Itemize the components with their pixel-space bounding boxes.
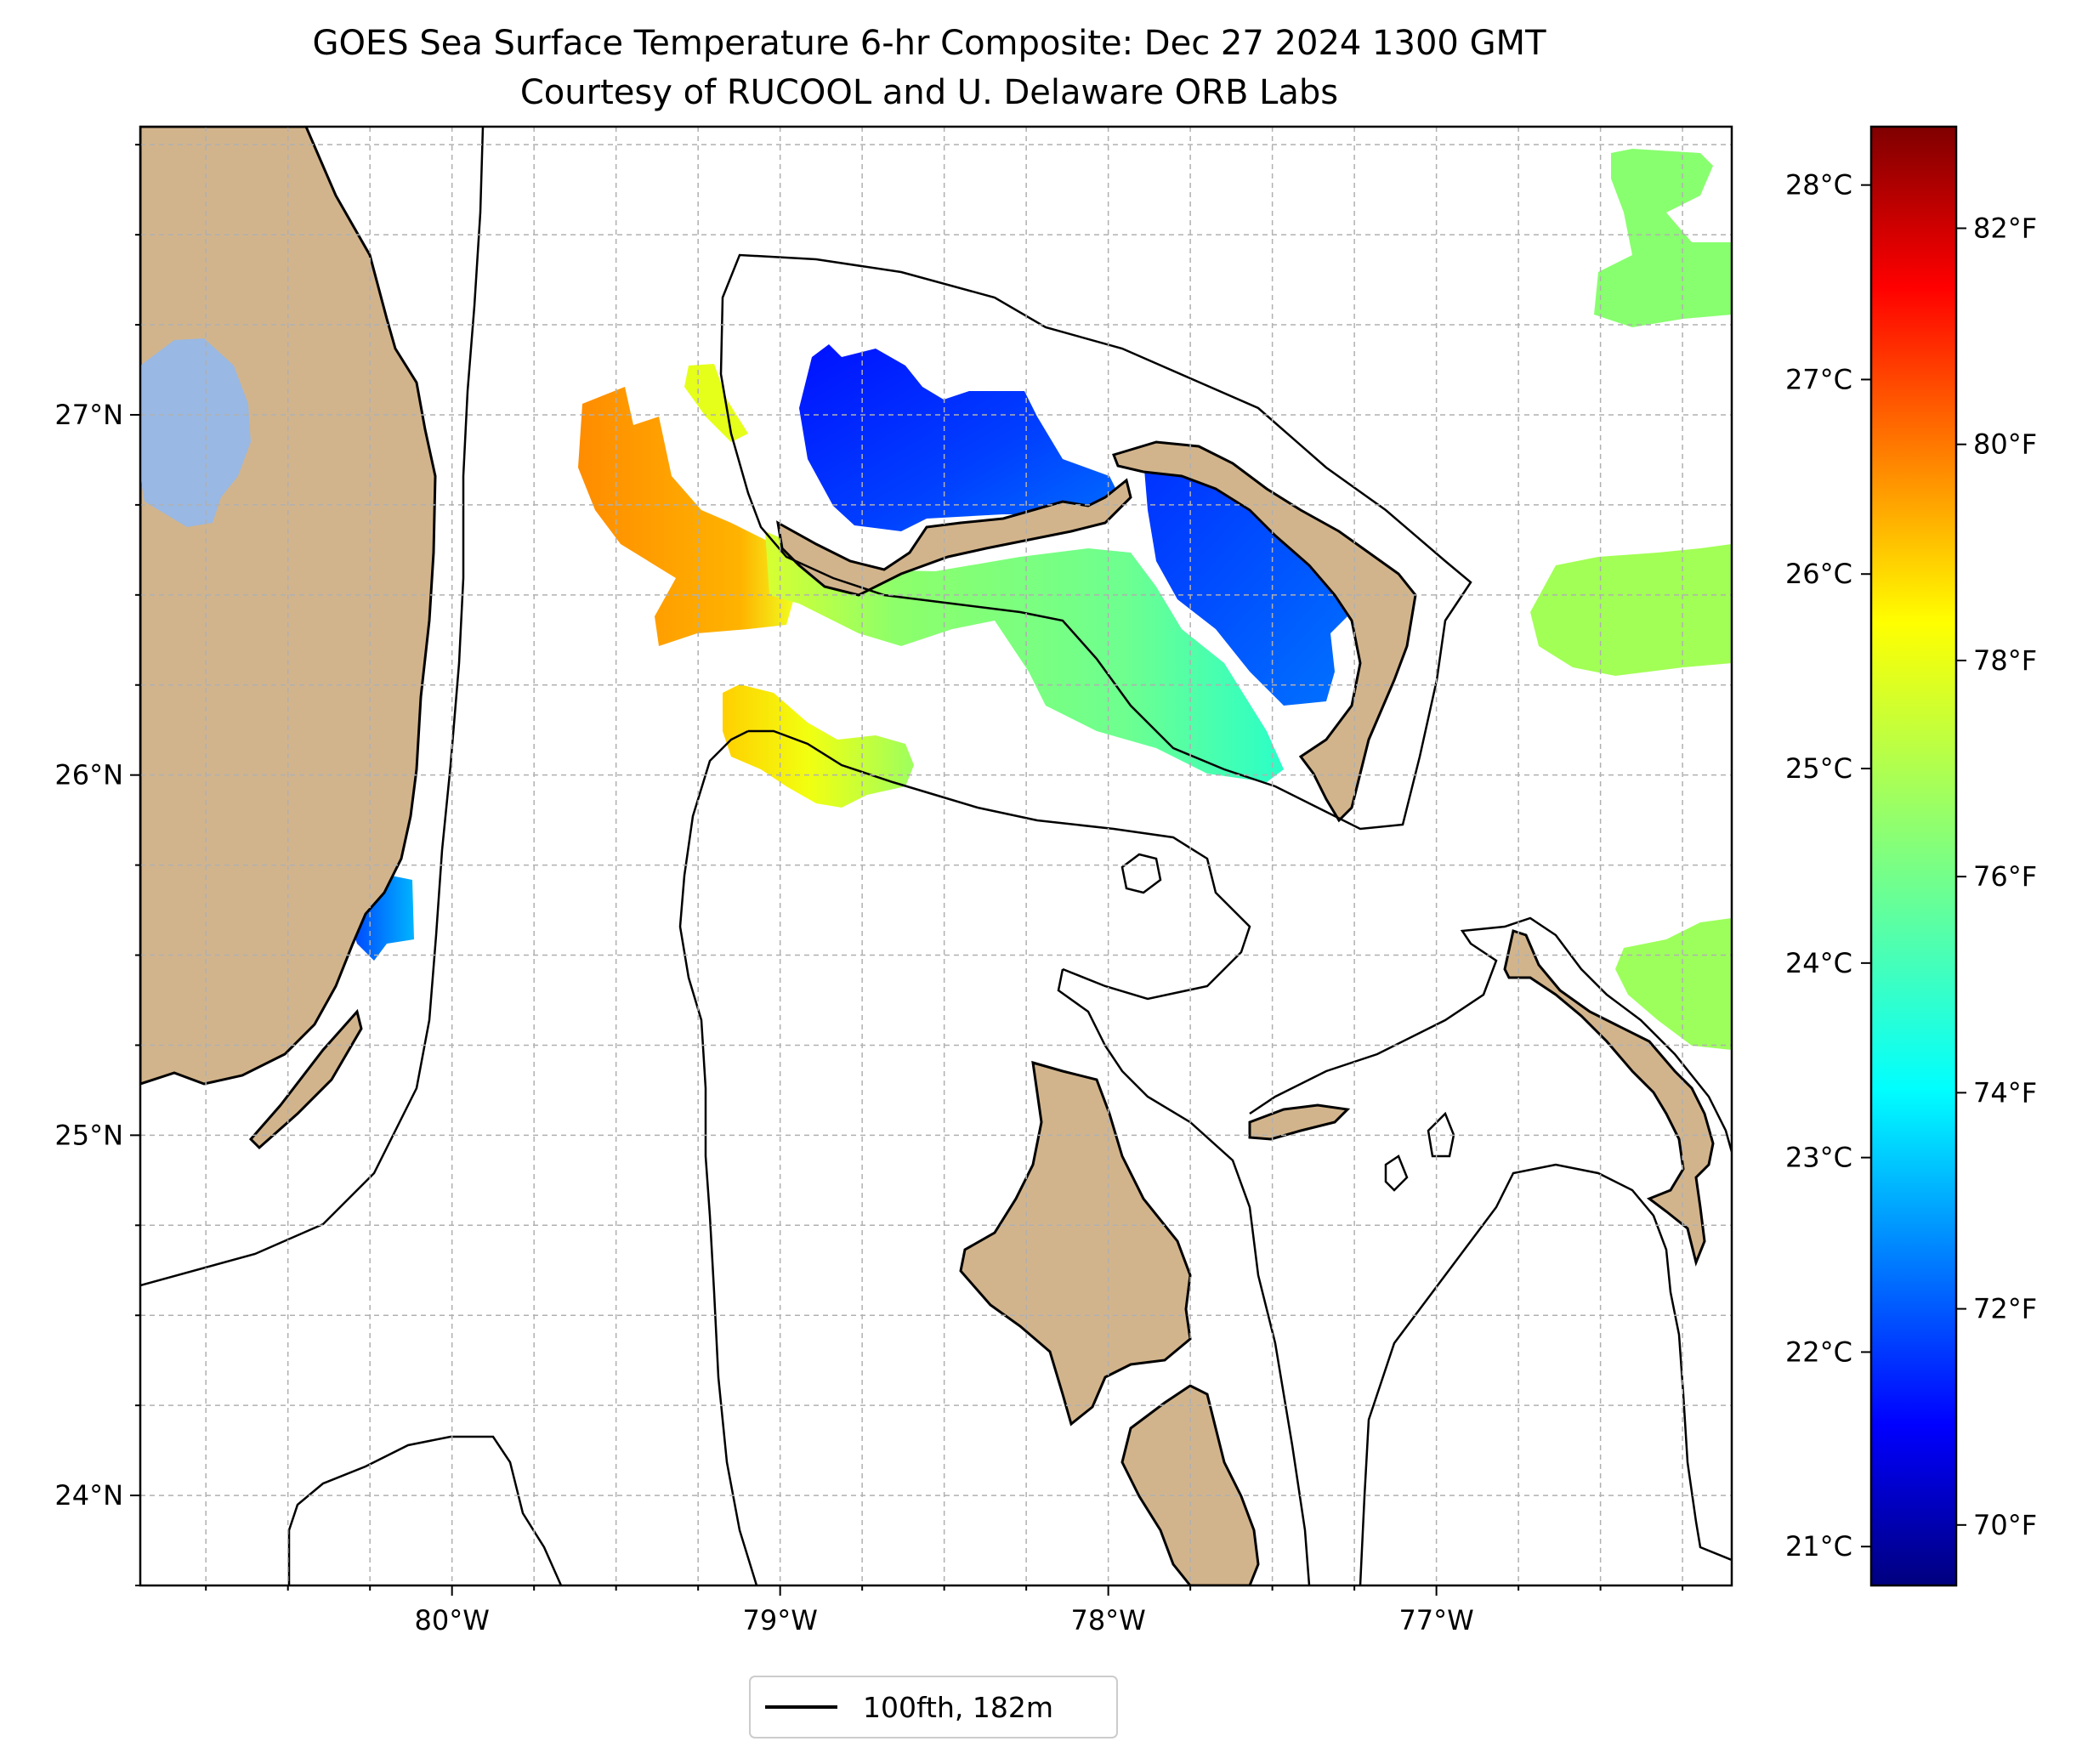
- celsius-tick-label: 21°C: [1785, 1530, 1852, 1563]
- isobath-small-island-1: [1120, 853, 1162, 894]
- celsius-tick-label: 26°C: [1785, 558, 1852, 590]
- fahrenheit-tick-label: 82°F: [1973, 212, 2037, 244]
- sst-patches: [349, 149, 1732, 1050]
- legend-box: [749, 1676, 1118, 1738]
- sst-patch-yellow-north: [684, 364, 748, 442]
- isobath-tongue-of-ocean: [748, 729, 1251, 1001]
- title-line-2: Courtesy of RUCOOL and U. Delaware ORB L…: [520, 73, 1338, 112]
- map-axis-ticks: 80°W 79°W 78°W 77°W 24°N 25°N 26°N 27°N: [54, 144, 1684, 1636]
- lat-tick-label: 24°N: [54, 1479, 123, 1512]
- sst-patch-green-band: [765, 531, 1284, 782]
- sst-patch-east-south: [1615, 918, 1732, 1050]
- lon-tick-label: 80°W: [415, 1604, 490, 1636]
- isobath-great-bahama-bank-west: [678, 729, 758, 1585]
- land-eleuthera: [1503, 929, 1715, 1267]
- fahrenheit-tick-label: 78°F: [1973, 644, 2037, 677]
- isobath-small-island-3: [1384, 1154, 1409, 1192]
- celsius-tick-label: 28°C: [1785, 169, 1852, 201]
- map-panel: 80°W 79°W 78°W 77°W 24°N 25°N 26°N 27°N: [54, 125, 1733, 1636]
- lon-tick-label: 78°W: [1070, 1604, 1145, 1636]
- celsius-tick-label: 27°C: [1785, 363, 1852, 395]
- map-frame: [139, 125, 1733, 1587]
- land-keys: [248, 1008, 363, 1150]
- land-berry-islands: [1248, 1103, 1351, 1141]
- isobath-cay-sal: [287, 1435, 563, 1585]
- legend-label: 100fth, 182m: [863, 1691, 1053, 1724]
- gridlines: [140, 127, 1732, 1585]
- sst-patch-warm-northwest: [578, 387, 795, 646]
- lon-tick-label: 77°W: [1398, 1604, 1473, 1636]
- celsius-tick-label: 24°C: [1785, 947, 1852, 979]
- celsius-tick-label: 25°C: [1785, 752, 1852, 785]
- title-line-1: GOES Sea Surface Temperature 6-hr Compos…: [312, 24, 1546, 63]
- isobath-florida-shelf: [140, 127, 485, 1287]
- land-andros: [959, 1060, 1192, 1427]
- isobath-100fth-lines: [140, 127, 1732, 1585]
- isobath-east-bank: [1249, 916, 1732, 1153]
- fahrenheit-tick-label: 74°F: [1973, 1076, 2037, 1109]
- isobath-exuma-sound: [1057, 968, 1311, 1585]
- sst-patch-blue-large: [799, 344, 1122, 531]
- colorbar-gradient: [1869, 125, 1958, 1587]
- fahrenheit-tick-label: 80°F: [1973, 428, 2037, 461]
- lat-tick-label: 25°N: [54, 1119, 123, 1151]
- land-grand-bahama: [776, 478, 1132, 597]
- celsius-tick-label: 23°C: [1785, 1142, 1852, 1174]
- fahrenheit-tick-label: 76°F: [1973, 860, 2037, 893]
- lat-tick-label: 27°N: [54, 399, 123, 431]
- fahrenheit-tick-label: 70°F: [1973, 1509, 2037, 1541]
- legend: 100fth, 182m: [749, 1676, 1118, 1738]
- isobath-little-bahama-bank: [719, 253, 1472, 831]
- lat-tick-label: 26°N: [54, 759, 123, 791]
- sst-patch-blue-east: [1143, 459, 1369, 706]
- sst-patch-east-mid: [1530, 544, 1732, 676]
- colorbar: 21°C 22°C 23°C 24°C 25°C 26°C 27°C 28°C 70°F 72°F…: [1785, 125, 2037, 1587]
- sst-patch-yellow-south: [723, 684, 914, 808]
- isobath-south-east: [1359, 1163, 1732, 1585]
- celsius-tick-label: 22°C: [1785, 1336, 1852, 1368]
- land-abaco: [1112, 440, 1417, 823]
- isobath-small-island-2: [1427, 1111, 1455, 1158]
- lake-okeechobee: [140, 338, 251, 527]
- sst-patch-northeast: [1594, 149, 1732, 327]
- lon-tick-label: 79°W: [742, 1604, 817, 1636]
- fahrenheit-tick-label: 72°F: [1973, 1293, 2037, 1325]
- colorbar-ticks: 21°C 22°C 23°C 24°C 25°C 26°C 27°C 28°C 70°F 72°F…: [1785, 169, 2037, 1563]
